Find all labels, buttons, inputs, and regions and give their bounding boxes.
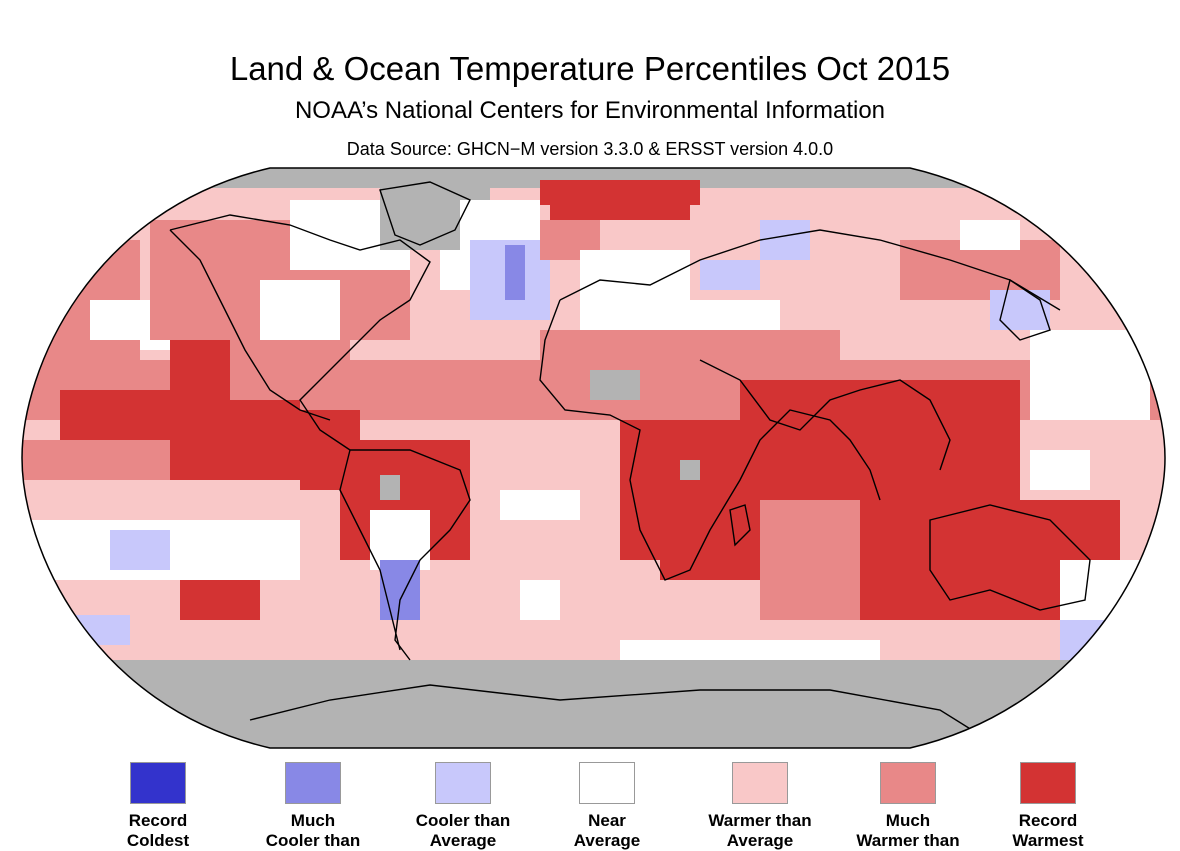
map-frame: [21, 167, 1166, 749]
legend-label: Much Cooler than: [265, 811, 361, 850]
legend-swatch: [130, 762, 186, 804]
legend-item-cooler: Cooler than Average: [393, 762, 533, 851]
antarctica-no-data: [22, 660, 1165, 748]
legend-swatch: [1020, 762, 1076, 804]
legend-swatch: [880, 762, 936, 804]
world-map: [21, 167, 1166, 749]
legend-swatch: [435, 762, 491, 804]
legend-item-near-average: Near Average: [537, 762, 677, 851]
legend-swatch: [732, 762, 788, 804]
map-subtitle: NOAA’s National Centers for Environmenta…: [294, 97, 886, 124]
legend-label: Record Warmest: [1012, 811, 1084, 850]
legend-item-much-warmer: Much Warmer than: [838, 762, 978, 851]
legend-item-record-coldest: Record Coldest: [88, 762, 228, 851]
legend-swatch: [579, 762, 635, 804]
legend-item-much-cooler: Much Cooler than: [243, 762, 383, 851]
legend-item-warmer: Warmer than Average: [690, 762, 830, 851]
map-title: Land & Ocean Temperature Percentiles Oct…: [229, 50, 951, 87]
arctic-no-data: [22, 168, 1165, 188]
legend-label: Warmer than Average: [708, 811, 812, 850]
legend-item-record-warmest: Record Warmest: [978, 762, 1118, 851]
legend-swatch: [285, 762, 341, 804]
coastlines: [169, 181, 1091, 736]
data-source: Data Source: GHCN−M version 3.3.0 & ERSS…: [346, 139, 834, 159]
legend-label: Record Coldest: [126, 811, 190, 850]
legend-label: Near Average: [573, 811, 641, 850]
legend-label: Much Warmer than: [856, 811, 960, 850]
legend-label: Cooler than Average: [415, 811, 511, 850]
